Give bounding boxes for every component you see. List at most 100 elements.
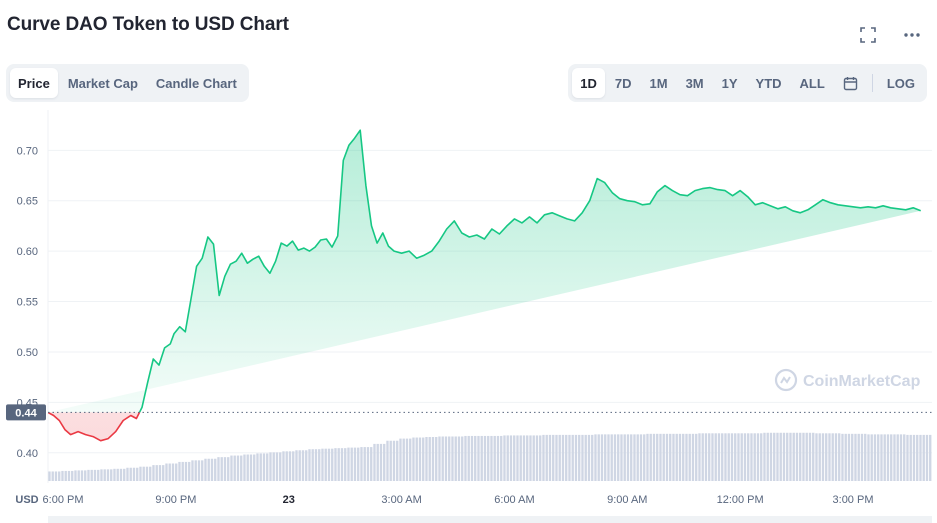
x-tick-label: 3:00 AM xyxy=(381,494,421,506)
volume-bar xyxy=(643,434,646,481)
volume-bar xyxy=(581,434,584,481)
toolbar-divider xyxy=(871,74,873,92)
watermark-text: CoinMarketCap xyxy=(803,373,921,390)
volume-bar xyxy=(626,434,630,481)
volume-bar xyxy=(470,435,474,481)
volume-bar xyxy=(373,443,376,481)
volume-bar xyxy=(184,461,188,481)
volume-bar xyxy=(480,435,483,481)
volume-bar xyxy=(422,437,425,481)
volume-bar xyxy=(331,448,334,481)
more-horizontal-icon[interactable] xyxy=(901,24,923,46)
volume-bar xyxy=(191,460,194,481)
volume-bar xyxy=(506,435,509,481)
volume-bar xyxy=(103,469,106,481)
volume-bar xyxy=(847,433,851,481)
volume-bar xyxy=(383,443,386,481)
volume-bar xyxy=(418,437,422,481)
volume-bar xyxy=(776,432,779,481)
volume-bar xyxy=(529,435,532,481)
volume-bar xyxy=(165,463,168,481)
volume-bar xyxy=(903,434,906,481)
volume-bar xyxy=(194,460,197,481)
volume-bar xyxy=(906,434,909,481)
volume-bar xyxy=(493,435,496,481)
volume-bar xyxy=(639,434,643,481)
volume-bar xyxy=(812,432,815,481)
tab-market-cap[interactable]: Market Cap xyxy=(67,75,138,91)
volume-bar xyxy=(363,447,366,481)
volume-bar xyxy=(399,438,402,481)
volume-bar xyxy=(561,434,565,481)
price-line-group xyxy=(48,129,921,442)
volume-bar xyxy=(652,433,656,481)
range-ytd[interactable]: YTD xyxy=(755,75,782,91)
volume-bars xyxy=(48,432,932,481)
volume-bar xyxy=(444,436,448,481)
price-chart[interactable]: CoinMarketCap 0.44 0.400.450.500.550.600… xyxy=(0,110,937,523)
volume-bar xyxy=(223,457,227,481)
calendar-icon[interactable] xyxy=(835,68,866,98)
volume-bar xyxy=(890,434,893,481)
volume-bar xyxy=(828,433,831,481)
volume-bar xyxy=(604,434,607,481)
tab-candle-chart[interactable]: Candle Chart xyxy=(155,75,237,91)
volume-bar xyxy=(721,433,724,481)
volume-bar xyxy=(178,461,181,481)
volume-bar xyxy=(145,466,149,481)
volume-bar xyxy=(448,436,451,481)
volume-bar xyxy=(347,447,350,481)
volume-bar xyxy=(435,437,438,481)
range-3m[interactable]: 3M xyxy=(685,75,704,91)
range-7d[interactable]: 7D xyxy=(614,75,632,91)
volume-bar xyxy=(207,458,210,481)
volume-bar xyxy=(649,433,652,481)
volume-bar xyxy=(841,433,844,481)
volume-bar xyxy=(197,460,201,481)
y-tick-label: 0.50 xyxy=(17,347,38,359)
volume-bar xyxy=(487,435,490,481)
range-all[interactable]: ALL xyxy=(799,75,825,91)
volume-bar xyxy=(490,435,493,481)
range-1y[interactable]: 1Y xyxy=(721,75,738,91)
x-tick-label: 6:00 AM xyxy=(494,494,534,506)
price-area xyxy=(48,130,921,441)
volume-bar xyxy=(886,434,890,481)
volume-bar xyxy=(925,434,929,481)
volume-bar xyxy=(516,435,519,481)
volume-bar xyxy=(379,443,383,481)
volume-bar xyxy=(58,471,61,481)
volume-bar xyxy=(288,451,292,481)
tab-price[interactable]: Price xyxy=(10,68,58,98)
volume-bar xyxy=(344,448,347,481)
volume-bar xyxy=(795,432,799,481)
volume-bar xyxy=(227,457,230,481)
volume-bar xyxy=(142,466,145,481)
volume-bar xyxy=(578,434,581,481)
volume-bar xyxy=(340,448,344,481)
volume-bar xyxy=(301,450,305,481)
volume-bar xyxy=(409,438,412,481)
fullscreen-icon[interactable] xyxy=(857,24,879,46)
volume-bar xyxy=(734,433,737,481)
log-scale-button[interactable]: LOG xyxy=(886,75,915,91)
range-1d[interactable]: 1D xyxy=(572,68,605,98)
volume-bar xyxy=(873,434,877,481)
volume-bar xyxy=(84,470,87,481)
volume-bar xyxy=(753,433,756,481)
volume-bar xyxy=(282,451,285,481)
volume-bar xyxy=(896,434,899,481)
volume-bar xyxy=(136,467,139,481)
coinmarketcap-logo-icon xyxy=(774,368,798,392)
volume-bar xyxy=(483,435,487,481)
volume-bar xyxy=(630,434,633,481)
price-line-up xyxy=(48,129,921,413)
volume-bar xyxy=(737,433,740,481)
volume-bar xyxy=(496,435,500,481)
volume-bar xyxy=(155,465,158,481)
range-1m[interactable]: 1M xyxy=(649,75,668,91)
volume-bar xyxy=(545,434,548,481)
y-tick-label: 0.40 xyxy=(17,448,38,460)
volume-bar xyxy=(760,433,763,481)
volume-bar xyxy=(279,452,282,481)
